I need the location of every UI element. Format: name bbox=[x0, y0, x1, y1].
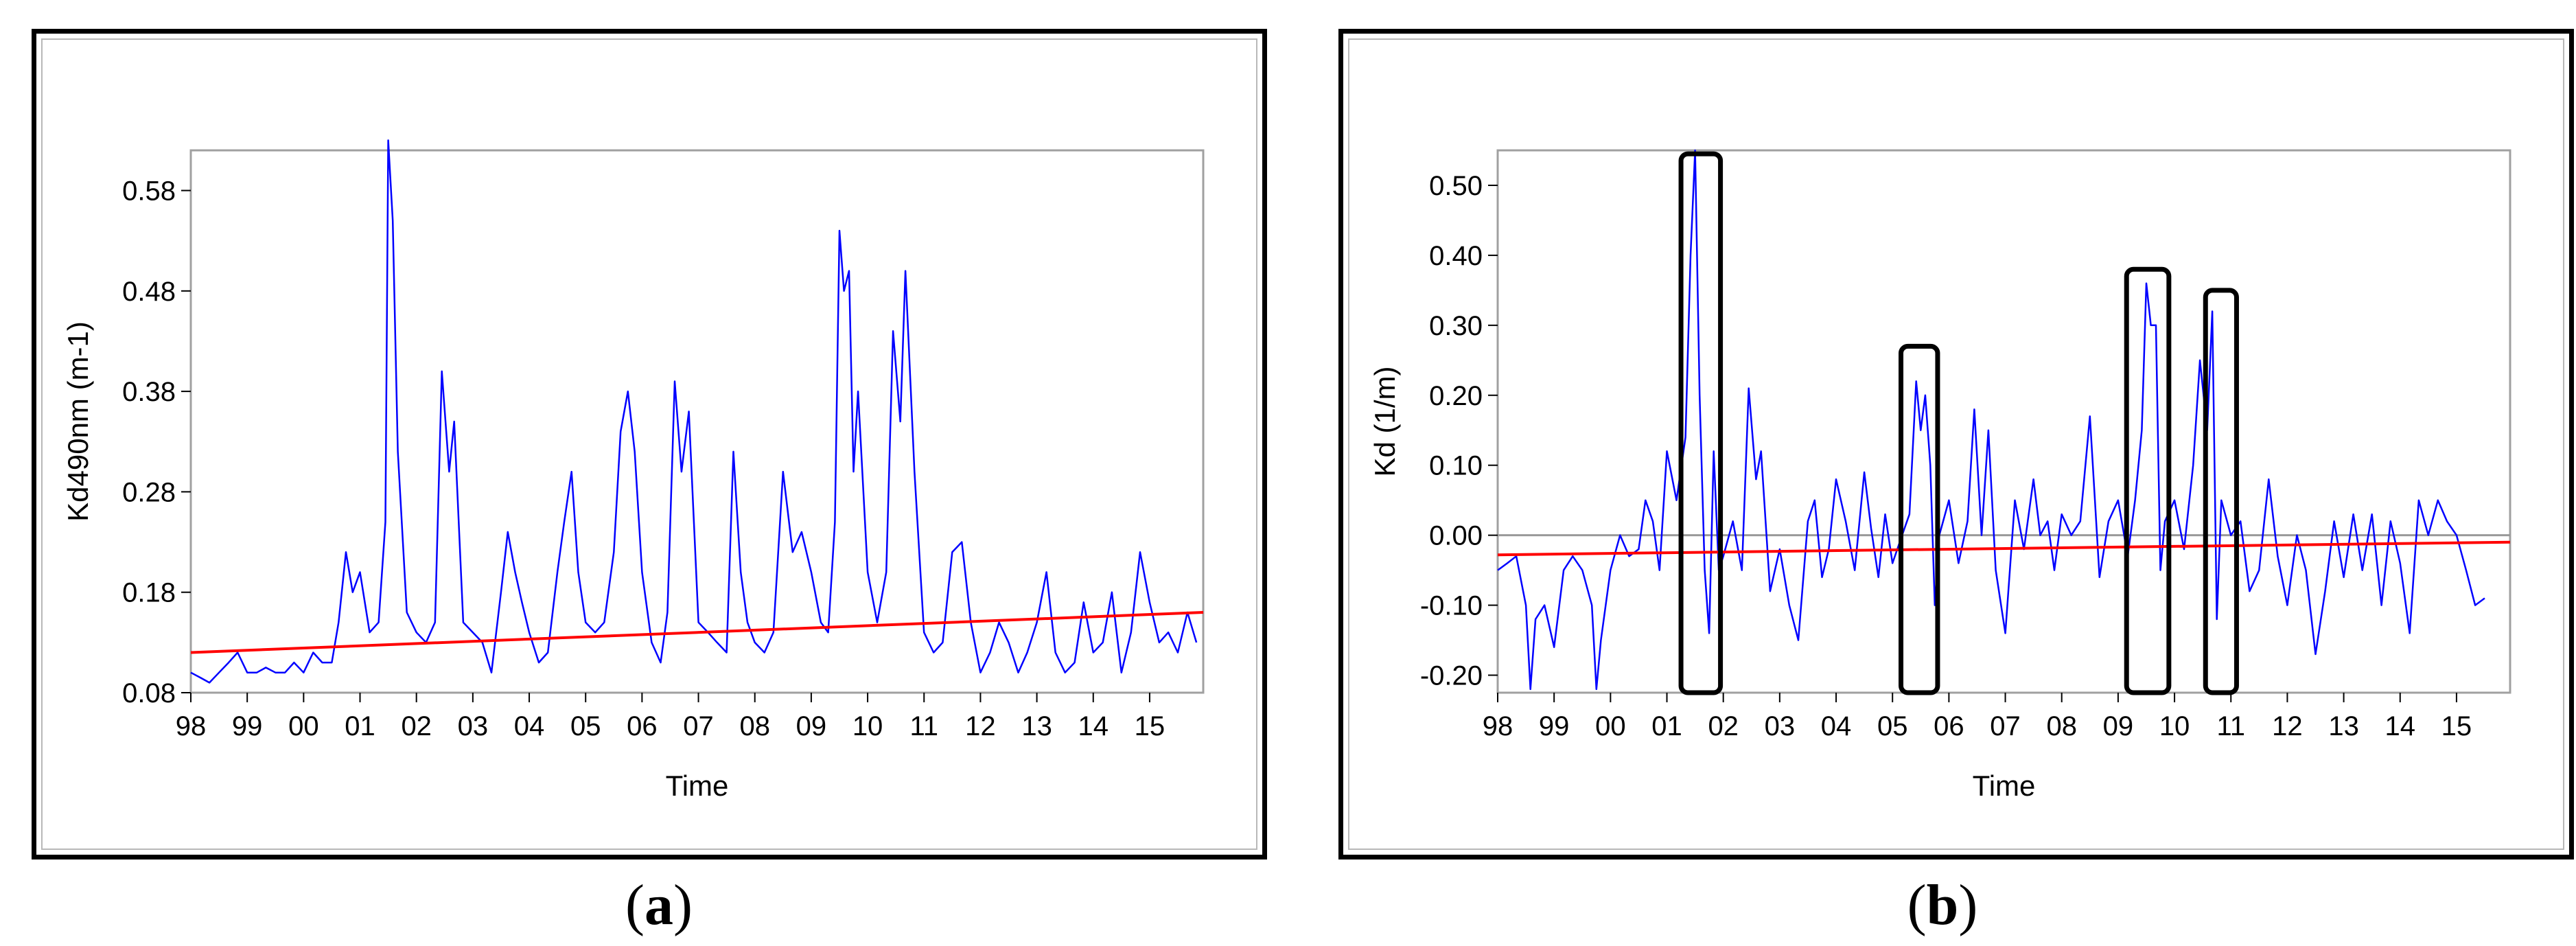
chart-b-y-tick-label: 0.00 bbox=[1429, 521, 1483, 551]
chart-panel-a: 0.08 0.18 0.28 0.38 0.48 0.58 98 99 00 01 02 03 04 05… bbox=[32, 29, 1267, 860]
chart-a-x-tick-label: 98 bbox=[176, 711, 207, 741]
chart-b-y-axis-title: Kd (1/m) bbox=[1369, 366, 1401, 476]
chart-a-y-axis-title: Kd490nm (m-1) bbox=[62, 321, 94, 522]
chart-a-x-tick-label: 14 bbox=[1078, 711, 1109, 741]
caption-b-letter: b bbox=[1926, 873, 1959, 937]
chart-b-highlight-box bbox=[1678, 151, 1724, 695]
chart-a-trend-line bbox=[190, 611, 1204, 654]
chart-b-x-tick-label: 01 bbox=[1651, 711, 1682, 741]
chart-b-x-axis-title: Time bbox=[1973, 770, 2036, 802]
chart-b-highlight-box bbox=[2203, 288, 2239, 695]
chart-a-x-tick-label: 05 bbox=[570, 711, 601, 741]
chart-a-x-tick-label: 11 bbox=[909, 711, 938, 741]
chart-b-x-tick-label: 15 bbox=[2441, 711, 2472, 741]
chart-b-trend-line bbox=[1497, 540, 2511, 557]
chart-b-y-tick-label: -0.20 bbox=[1420, 661, 1483, 691]
chart-a-y-tick-label: 0.18 bbox=[122, 578, 176, 608]
chart-b-y-tick-label: 0.10 bbox=[1429, 451, 1483, 481]
chart-b-x-tick-label: 09 bbox=[2103, 711, 2134, 741]
chart-a-x-tick-label: 07 bbox=[683, 711, 714, 741]
chart-panel-b-inner-border bbox=[1348, 38, 2564, 850]
chart-a-y-tick-label: 0.48 bbox=[122, 277, 176, 307]
chart-b-y-tick-label: -0.10 bbox=[1420, 591, 1483, 621]
chart-b-x-tick-label: 00 bbox=[1595, 711, 1626, 741]
chart-b-x-tick-label: 05 bbox=[1877, 711, 1908, 741]
chart-b-x-tick-label: 11 bbox=[2216, 711, 2245, 741]
chart-b-y-tick-label: 0.20 bbox=[1429, 381, 1483, 411]
chart-b-x-tick-label: 14 bbox=[2385, 711, 2416, 741]
chart-a-x-tick-label: 01 bbox=[345, 711, 375, 741]
chart-a-x-tick-label: 10 bbox=[852, 711, 883, 741]
caption-a: (a) bbox=[625, 873, 693, 937]
chart-a-x-tick-label: 02 bbox=[401, 711, 432, 741]
chart-a-x-tick-label: 04 bbox=[514, 711, 545, 741]
chart-a-x-tick-label: 06 bbox=[627, 711, 658, 741]
caption-a-letter: a bbox=[645, 873, 673, 937]
chart-b-plot-area bbox=[1496, 149, 2511, 694]
chart-b-y-tick-label: 0.30 bbox=[1429, 311, 1483, 341]
chart-panel-a-inner-border bbox=[41, 38, 1257, 850]
chart-b-highlight-box bbox=[2124, 266, 2172, 695]
chart-a-x-tick-label: 12 bbox=[965, 711, 996, 741]
chart-panel-b: -0.20 -0.10 0.00 0.10 0.20 0.30 0.40 0.50 98 99 00… bbox=[1338, 29, 2574, 860]
chart-b-x-tick-label: 07 bbox=[1990, 711, 2021, 741]
chart-b-x-tick-label: 10 bbox=[2159, 711, 2190, 741]
chart-a-y-tick-label: 0.38 bbox=[122, 377, 176, 407]
chart-b-x-tick-label: 02 bbox=[1708, 711, 1739, 741]
chart-b-svg: -0.20 -0.10 0.00 0.10 0.20 0.30 0.40 0.50 98 99 00… bbox=[1369, 149, 2511, 802]
chart-b-highlight-box bbox=[1899, 343, 1940, 695]
chart-a-x-tick-label: 09 bbox=[796, 711, 827, 741]
chart-b-x-tick-label: 06 bbox=[1934, 711, 1964, 741]
chart-a-svg: 0.08 0.18 0.28 0.38 0.48 0.58 98 99 00 01 02 03 04 05… bbox=[62, 139, 1205, 802]
chart-b-y-tick-label: 0.50 bbox=[1429, 171, 1483, 201]
chart-a-x-tick-label: 00 bbox=[288, 711, 319, 741]
chart-a-y-tick-label: 0.58 bbox=[122, 176, 176, 207]
chart-a-y-tick-label: 0.08 bbox=[122, 678, 176, 708]
chart-a-x-tick-label: 03 bbox=[458, 711, 489, 741]
chart-a-x-tick-label: 15 bbox=[1135, 711, 1165, 741]
chart-b-data-line bbox=[1497, 149, 2485, 691]
chart-b-x-tick-label: 04 bbox=[1821, 711, 1852, 741]
chart-b-x-tick-label: 13 bbox=[2328, 711, 2359, 741]
chart-b-x-tick-label: 98 bbox=[1483, 711, 1513, 741]
chart-a-x-tick-label: 08 bbox=[739, 711, 770, 741]
chart-b-x-tick-label: 08 bbox=[2046, 711, 2077, 741]
chart-b-y-tick-label: 0.40 bbox=[1429, 241, 1483, 271]
chart-a-x-axis-title: Time bbox=[666, 770, 729, 802]
chart-a-x-tick-label: 99 bbox=[232, 711, 263, 741]
chart-b-x-tick-label: 03 bbox=[1765, 711, 1796, 741]
chart-a-x-tick-label: 13 bbox=[1021, 711, 1052, 741]
chart-b-x-tick-label: 99 bbox=[1539, 711, 1570, 741]
chart-a-y-tick-label: 0.28 bbox=[122, 477, 176, 507]
chart-b-x-tick-label: 12 bbox=[2272, 711, 2303, 741]
caption-b: (b) bbox=[1907, 873, 1978, 937]
chart-a-data-line bbox=[190, 139, 1198, 684]
